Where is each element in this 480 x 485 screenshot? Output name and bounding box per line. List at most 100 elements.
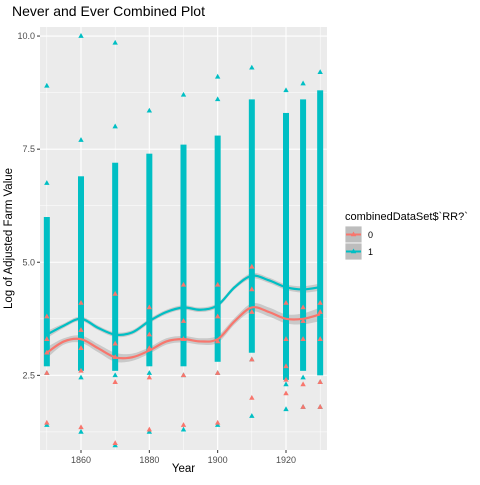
point-0 bbox=[317, 404, 323, 409]
point-1 bbox=[283, 381, 289, 387]
point-0 bbox=[112, 340, 118, 346]
point-band-1 bbox=[180, 144, 187, 367]
point-0 bbox=[214, 281, 221, 287]
point-1 bbox=[112, 123, 118, 129]
point-1 bbox=[112, 372, 118, 378]
point-1 bbox=[44, 82, 50, 88]
y-tick-label: 7.5 bbox=[22, 144, 35, 154]
smooth-lines bbox=[46, 274, 321, 360]
point-0 bbox=[180, 422, 187, 427]
point-0 bbox=[146, 331, 153, 337]
point-0 bbox=[214, 419, 221, 425]
legend-marker-1 bbox=[350, 248, 357, 254]
point-0 bbox=[317, 299, 323, 305]
point-0 bbox=[283, 390, 289, 396]
point-0 bbox=[300, 336, 306, 341]
point-1 bbox=[249, 413, 255, 418]
point-0 bbox=[283, 336, 289, 341]
point-1 bbox=[78, 374, 84, 380]
y-axis-label: Log of Adjusted Farm Value bbox=[3, 168, 15, 309]
point-1 bbox=[214, 96, 221, 102]
point-0 bbox=[112, 379, 118, 384]
point-0 bbox=[78, 424, 84, 430]
point-0 bbox=[44, 370, 50, 375]
y-axis: 2.5 5.0 7.5 10.0 bbox=[17, 31, 40, 380]
point-1 bbox=[249, 64, 255, 70]
x-axis: 1860 1880 1900 1920 bbox=[71, 450, 296, 465]
point-band-1 bbox=[112, 162, 119, 371]
point-0 bbox=[78, 367, 84, 373]
point-0 bbox=[78, 299, 84, 305]
point-0 bbox=[317, 309, 323, 314]
point-1 bbox=[78, 33, 84, 38]
point-0 bbox=[180, 372, 187, 378]
point-0 bbox=[78, 345, 84, 351]
point-1 bbox=[146, 107, 153, 113]
point-1 bbox=[300, 374, 306, 380]
point-0 bbox=[249, 356, 255, 362]
point-0 bbox=[283, 363, 289, 369]
point-1 bbox=[44, 180, 50, 185]
point-0 bbox=[249, 286, 255, 292]
point-band-1 bbox=[78, 176, 84, 371]
point-0 bbox=[78, 327, 84, 332]
point-0 bbox=[44, 336, 50, 341]
point-1 bbox=[317, 69, 323, 75]
point-0 bbox=[249, 263, 255, 269]
point-band-1 bbox=[43, 217, 50, 367]
point-1 bbox=[180, 426, 187, 432]
point-0 bbox=[146, 374, 153, 380]
point-0 bbox=[180, 281, 187, 287]
smooth-line-1 bbox=[46, 274, 321, 337]
y-tick-label: 10.0 bbox=[17, 31, 35, 41]
point-1 bbox=[214, 73, 221, 79]
x-tick-label: 1880 bbox=[139, 455, 159, 465]
point-0 bbox=[249, 309, 255, 314]
point-1 bbox=[180, 91, 187, 97]
point-band-1 bbox=[146, 153, 153, 367]
point-0 bbox=[214, 313, 221, 319]
point-1 bbox=[283, 406, 289, 412]
y-tick-label: 2.5 bbox=[22, 370, 35, 380]
point-band-1 bbox=[300, 99, 307, 371]
x-axis-label: Year bbox=[172, 463, 195, 475]
point-0 bbox=[300, 318, 306, 323]
point-0 bbox=[214, 370, 221, 375]
x-tick-label: 1920 bbox=[276, 455, 296, 465]
point-0 bbox=[146, 304, 153, 310]
x-tick-label: 1900 bbox=[208, 455, 228, 465]
point-band-1 bbox=[317, 90, 324, 376]
point-1 bbox=[78, 428, 84, 434]
x-tick-label: 1860 bbox=[71, 455, 91, 465]
smooth-line-0 bbox=[46, 306, 321, 360]
point-1 bbox=[112, 39, 118, 45]
legend: combinedDataSet$`RR?` 0 1 bbox=[344, 211, 468, 261]
point-band-1 bbox=[248, 99, 255, 353]
point-0 bbox=[146, 426, 153, 432]
point-0 bbox=[214, 338, 221, 344]
point-0 bbox=[112, 290, 118, 296]
legend-label-0: 0 bbox=[368, 230, 373, 240]
point-0 bbox=[180, 318, 187, 323]
legend-label-1: 1 bbox=[368, 247, 373, 257]
point-band-1 bbox=[214, 135, 221, 362]
point-0 bbox=[317, 379, 323, 384]
data-points bbox=[43, 33, 324, 448]
chart-title: Never and Ever Combined Plot bbox=[12, 3, 205, 19]
point-0 bbox=[249, 394, 255, 400]
point-0 bbox=[112, 440, 118, 446]
point-0 bbox=[300, 404, 306, 409]
legend-title: combinedDataSet$`RR?` bbox=[345, 211, 468, 223]
point-0 bbox=[44, 313, 50, 319]
point-1 bbox=[300, 80, 306, 86]
point-0 bbox=[283, 299, 289, 305]
point-0 bbox=[283, 376, 289, 382]
point-0 bbox=[317, 336, 323, 341]
legend-marker-0 bbox=[350, 231, 357, 237]
point-0 bbox=[300, 381, 306, 387]
point-1 bbox=[146, 370, 153, 375]
point-0 bbox=[44, 419, 50, 425]
point-band-1 bbox=[283, 112, 289, 380]
